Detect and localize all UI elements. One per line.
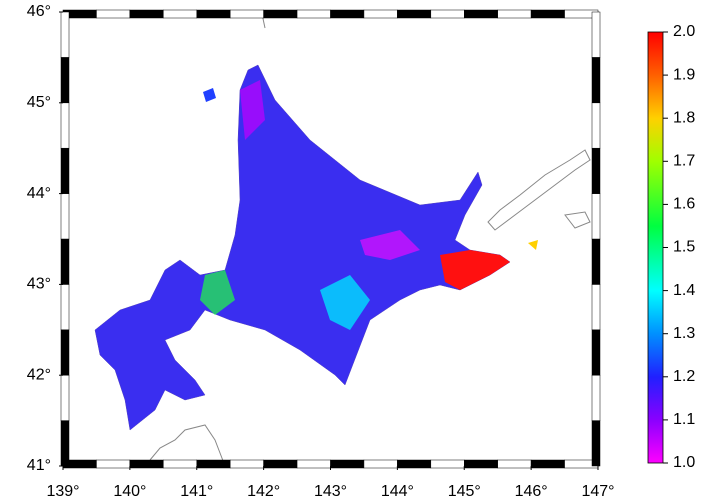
frame-segment (60, 420, 70, 467)
low-value-area (240, 80, 265, 140)
frame-segment (430, 459, 465, 469)
frame-segment (591, 329, 601, 376)
frame-segment (196, 459, 231, 469)
frame-border (60, 9, 601, 469)
frame-segment (296, 9, 331, 19)
frame-segment (464, 459, 498, 469)
frame-segment (163, 459, 197, 469)
frame-segment (163, 9, 197, 19)
hokkaido-map (94, 64, 538, 431)
colorbar-tick-label: 1.0 (673, 454, 695, 471)
low-value-area (360, 230, 420, 260)
y-tick-label: 44° (27, 185, 51, 202)
frame-segment (530, 9, 565, 19)
x-tick-label: 146° (515, 483, 548, 500)
colorbar-tick-label: 1.8 (673, 109, 695, 126)
frame-segment (591, 420, 601, 467)
frame-segment (591, 57, 601, 104)
x-tick-label: 143° (314, 483, 347, 500)
frame-segment (591, 238, 601, 285)
frame-segment (129, 9, 164, 19)
frame-segment (60, 193, 70, 240)
colorbar-tick-label: 1.5 (673, 239, 695, 256)
frame-segment (330, 459, 365, 469)
frame-segment (263, 459, 298, 469)
colorbar-tick-label: 1.6 (673, 196, 695, 213)
colorbar-tick-label: 1.4 (673, 282, 695, 299)
frame-segment (397, 459, 432, 469)
frame-segment (96, 9, 131, 19)
frame-segment (296, 459, 331, 469)
x-tick-label: 140° (113, 483, 146, 500)
frame-segment (591, 102, 601, 149)
frame-segment (430, 9, 465, 19)
frame-segment (397, 9, 432, 19)
frame-segment (591, 374, 601, 421)
x-tick-label: 139° (46, 483, 79, 500)
frame-segment (229, 9, 264, 19)
frame-segment (497, 459, 532, 469)
y-tick-label: 43° (27, 276, 51, 293)
mid-value-area (320, 275, 370, 330)
frame-segment (60, 329, 70, 376)
y-tick-label: 41° (27, 457, 51, 474)
frame-segment (330, 9, 365, 19)
y-tick-label: 45° (27, 94, 51, 111)
frame-segment (60, 102, 70, 149)
frame-segment (363, 459, 398, 469)
colorbar-tick-label: 1.2 (673, 368, 695, 385)
x-tick-label: 142° (247, 483, 280, 500)
frame-segment (60, 374, 70, 421)
island (528, 240, 538, 250)
colorbar-tick-label: 1.3 (673, 325, 695, 342)
colorbar (647, 31, 664, 464)
x-tick-label: 145° (448, 483, 481, 500)
frame-segment (530, 459, 565, 469)
frame-segment (591, 147, 601, 194)
frame-segment (129, 459, 164, 469)
colorbar-tick-label: 2.0 (673, 23, 695, 40)
high-value-area (440, 250, 510, 290)
land-area (94, 64, 511, 431)
colorbar-tick-label: 1.1 (673, 411, 695, 428)
colorbar-tick-label: 1.9 (673, 66, 695, 83)
frame-segment (60, 57, 70, 104)
frame-segment (497, 9, 532, 19)
island (203, 88, 216, 102)
frame-segment (60, 284, 70, 331)
y-tick-label: 42° (27, 366, 51, 383)
frame-segment (60, 147, 70, 194)
frame-segment (60, 238, 70, 285)
colorbar-tick-label: 1.7 (673, 153, 695, 170)
frame-segment (591, 284, 601, 331)
coastline-outlines (149, 13, 591, 467)
frame-segment (96, 459, 131, 469)
frame-segment (263, 9, 298, 19)
frame-segment (591, 193, 601, 240)
frame-segment (196, 9, 231, 19)
frame-segment (229, 459, 264, 469)
frame-segment (363, 9, 398, 19)
mid-value-area (200, 270, 235, 315)
y-tick-label: 46° (27, 3, 51, 20)
frame-segment (60, 11, 70, 58)
x-tick-label: 141° (180, 483, 213, 500)
frame-segment (464, 9, 498, 19)
frame-segment (591, 11, 601, 58)
x-tick-label: 144° (381, 483, 414, 500)
x-tick-label: 147° (581, 483, 614, 500)
